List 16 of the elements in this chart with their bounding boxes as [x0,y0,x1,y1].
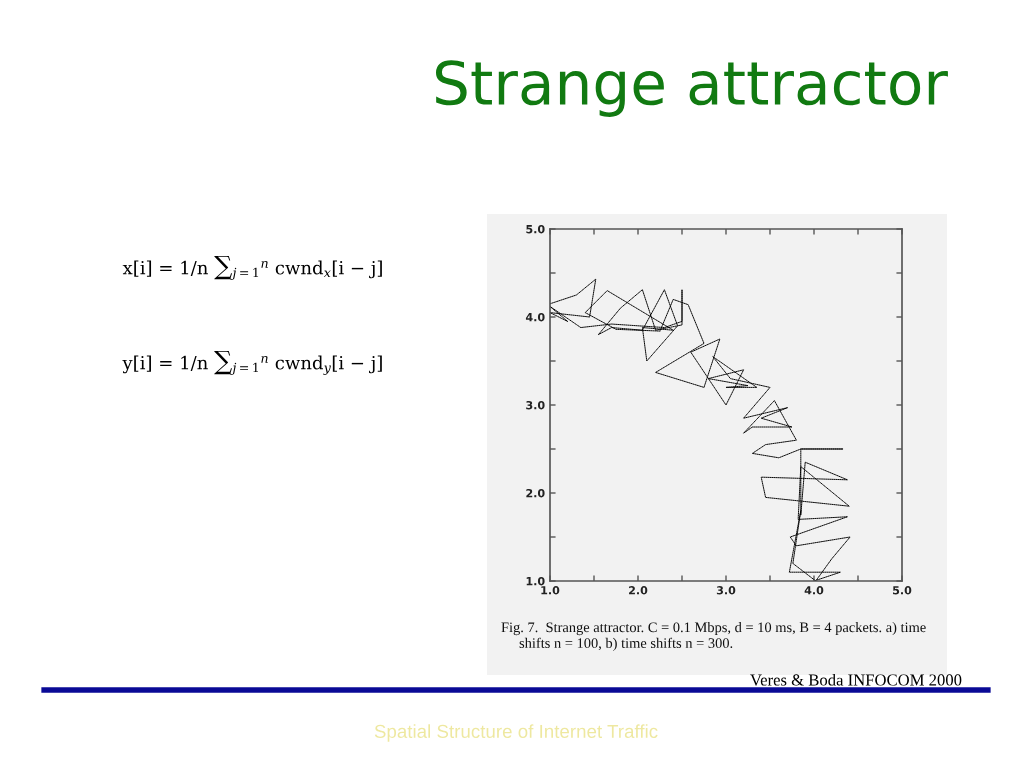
x-tick-label: 1.0 [541,586,560,595]
y-tick-label: 1.0 [526,576,545,586]
y-tick-label: 2.0 [526,488,545,498]
y-tick-label: 4.0 [525,312,545,322]
y-tick-label: 3.0 [526,400,545,410]
text: y[i] = 1/n ∑$_{j=1}$$^{n}$ cwnd$_{y}$[i − j] [122,350,382,375]
text: x[i] = 1/n ∑$_{j=1}$$^{n}$ cwnd$_{x}$[i − j] [122,255,382,280]
x-tick-label: 3.0 [716,586,736,595]
x-tick-label: 5.0 [893,586,912,595]
y-tick-label: 5.0 [526,224,545,234]
text: Spatial Structure of Internet Traffic [374,724,658,742]
text: Veres & Boda INFOCOM 2000 [750,673,962,686]
x-tick-label: 4.0 [804,586,824,595]
chart-title: Strange attractor [435,60,948,117]
x-tick-label: 2.0 [629,586,648,595]
caption: Fig. 7. Strange attractor. C = 0.1 Mbps, d = 10 ms, B = 4 packets. a) time shifts n = 100, b) time shifts n = 300. [501,622,926,651]
